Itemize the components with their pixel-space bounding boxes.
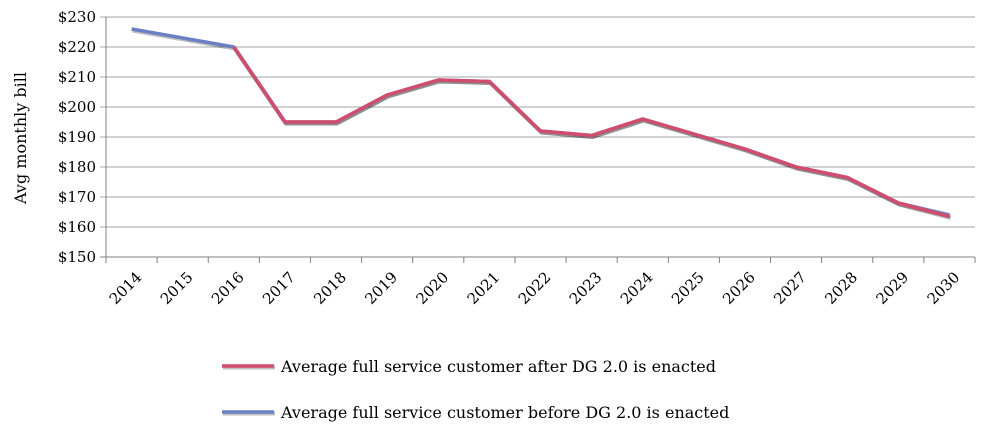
y-tick-label: $220 bbox=[58, 38, 96, 56]
x-tick-label: 2014 bbox=[106, 268, 146, 308]
x-tick-label: 2022 bbox=[515, 268, 555, 308]
x-tick-label: 2024 bbox=[617, 268, 657, 308]
x-tick-label: 2025 bbox=[668, 268, 708, 308]
x-tick-label: 2017 bbox=[259, 268, 299, 308]
x-tick-label: 2026 bbox=[719, 268, 759, 308]
x-tick-label: 2029 bbox=[872, 268, 912, 308]
legend-label: Average full service customer after DG 2… bbox=[280, 357, 716, 376]
gridlines bbox=[100, 16, 975, 258]
y-tick-label: $210 bbox=[58, 68, 96, 86]
y-axis-ticks: $150 $160 $170 $180 $190 $200 $210 $220 $230 bbox=[58, 8, 96, 266]
series-shadow-1 bbox=[233, 47, 951, 220]
x-tick-label: 2015 bbox=[157, 268, 197, 308]
x-tick-label: 2030 bbox=[924, 268, 964, 308]
x-axis-ticks: 2014 2015 2016 2017 2018 2019 2020 2021 2022 2023… bbox=[105, 257, 976, 308]
x-tick-label: 2027 bbox=[770, 268, 810, 308]
y-tick-label: $160 bbox=[58, 218, 96, 236]
legend-label: Average full service customer before DG … bbox=[280, 403, 729, 422]
legend: Average full service customer after DG 2… bbox=[222, 357, 729, 422]
series-lines bbox=[131, 27, 951, 220]
series-line-0 bbox=[131, 27, 950, 217]
x-tick-label: 2028 bbox=[821, 268, 861, 308]
series-line-1 bbox=[232, 46, 950, 219]
x-tick-label: 2021 bbox=[464, 268, 504, 308]
series-shadow-0 bbox=[132, 28, 951, 219]
y-tick-label: $230 bbox=[58, 8, 96, 26]
y-tick-label: $200 bbox=[58, 98, 96, 116]
y-tick-label: $150 bbox=[58, 248, 96, 266]
x-tick-label: 2023 bbox=[566, 268, 606, 308]
x-tick-label: 2019 bbox=[361, 268, 401, 308]
y-tick-label: $170 bbox=[58, 188, 96, 206]
y-tick-label: $190 bbox=[58, 128, 96, 146]
y-tick-label: $180 bbox=[58, 158, 96, 176]
x-tick-label: 2018 bbox=[310, 268, 350, 308]
x-tick-label: 2016 bbox=[208, 268, 248, 308]
x-tick-label: 2020 bbox=[412, 268, 452, 308]
y-axis-title: Avg monthly bill bbox=[11, 72, 30, 205]
